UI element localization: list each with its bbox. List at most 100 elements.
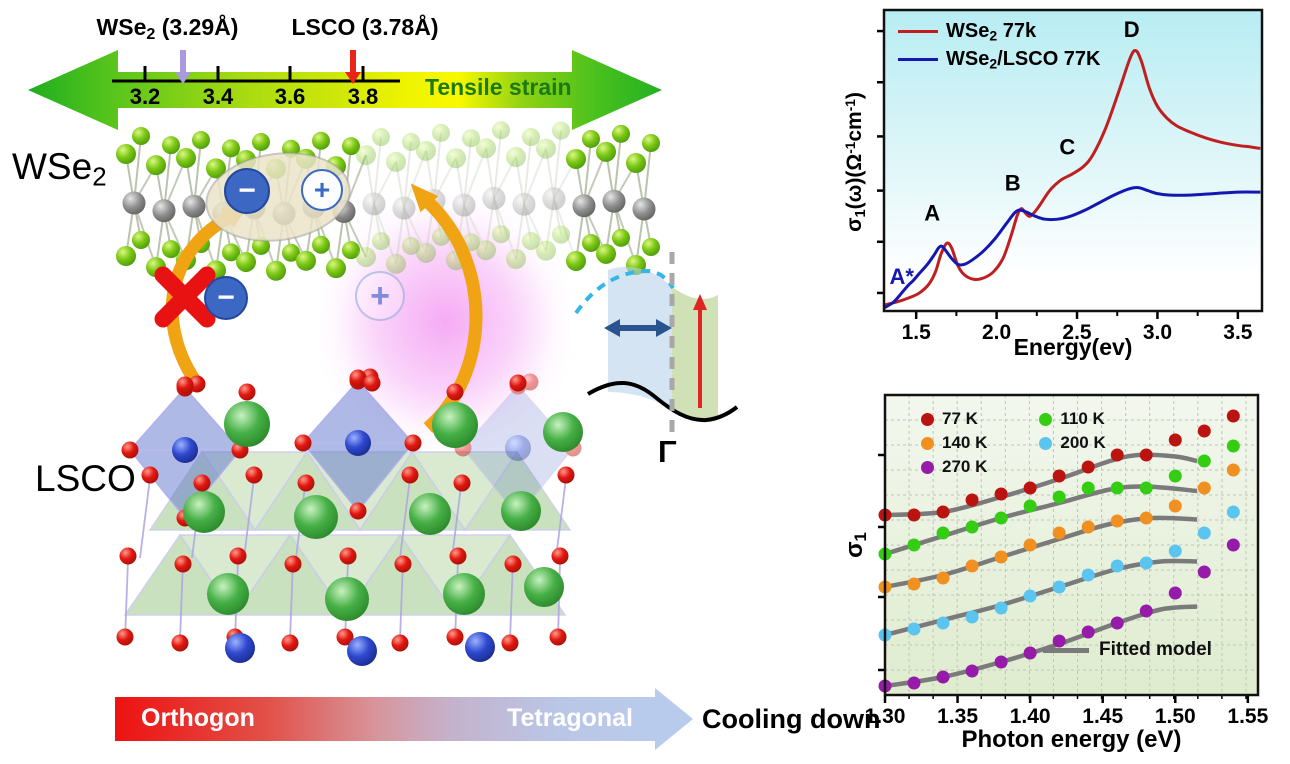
legend-line-swatch xyxy=(898,57,938,61)
sigma1-temperature-plot: 1.30 1.35 1.40 1.45 1.50 1.55 xyxy=(865,393,1269,728)
optical-transition-arrow xyxy=(693,294,707,408)
scatter-point xyxy=(1226,409,1240,423)
scatter-point xyxy=(965,493,979,507)
scatter-point xyxy=(936,670,950,684)
scatter-point xyxy=(1226,538,1240,552)
scatter-point xyxy=(936,505,950,519)
scatter-point xyxy=(1168,499,1182,513)
scatter-point xyxy=(1081,625,1095,639)
legend-item: 110 K xyxy=(1039,407,1105,431)
exciton-electron: − xyxy=(224,168,270,214)
scatter-point xyxy=(1139,448,1153,462)
wse2-layer-label: WSe2 xyxy=(12,146,107,192)
scatter-point xyxy=(907,508,921,522)
scatter-point xyxy=(1023,538,1037,552)
scatter-point xyxy=(936,526,950,540)
scatter-point xyxy=(1168,586,1182,600)
top-xtick-label: 3.5 xyxy=(1223,321,1253,344)
lsco-lattice-marker xyxy=(345,50,361,84)
scatter-point xyxy=(1023,589,1037,603)
schematic-graphics xyxy=(28,50,739,666)
legend-dot-swatch xyxy=(921,460,934,474)
optical-conductivity-plot: A A* B C D 1.5 2.0 2.5 3.0 3.5 xyxy=(877,8,1264,344)
legend-label: 110 K xyxy=(1060,409,1105,428)
legend-item: 140 K xyxy=(921,431,987,455)
scatter-point xyxy=(1110,448,1124,462)
momentum-shift-arrow xyxy=(604,319,672,337)
scatter-point xyxy=(1197,454,1211,468)
scatter-point xyxy=(1081,460,1095,474)
scatter-point xyxy=(1023,646,1037,660)
top-xtick-label: 2.5 xyxy=(1062,321,1092,344)
legend-column: 110 K 200 K xyxy=(1039,407,1106,479)
scatter-point xyxy=(965,559,979,573)
wse2-lattice-marker xyxy=(175,50,191,84)
blocked-x-icon xyxy=(154,266,216,328)
shifted-band-dashed-curve xyxy=(574,268,675,315)
bottom-xtick-label: 1.40 xyxy=(1010,705,1051,728)
scatter-point xyxy=(1168,544,1182,558)
bottom-xtick-label: 1.45 xyxy=(1082,705,1123,728)
scatter-point xyxy=(1139,556,1153,570)
fit-legend-label: Fitted model xyxy=(1099,639,1212,660)
top-chart-legend: WSe2 77k WSe2/LSCO 77K xyxy=(898,20,1101,75)
optical-conductivity-chart: A A* B C D 1.5 2.0 2.5 3.0 3.5 WSe2 77k WSe2/LSCO … xyxy=(877,8,1264,344)
scatter-point xyxy=(1139,481,1153,495)
peak-label-B: B xyxy=(1005,171,1021,196)
scatter-point xyxy=(1168,469,1182,483)
scatter-point xyxy=(1023,481,1037,495)
scatter-point xyxy=(965,610,979,624)
bottom-chart-legend: 77 K 140 K 270 K 110 K 200 K xyxy=(921,407,1106,479)
peak-label-C: C xyxy=(1059,134,1075,159)
tensile-strain-arrow xyxy=(28,50,662,130)
transferred-hole: + xyxy=(355,271,405,321)
exciton-hole: + xyxy=(301,169,343,211)
legend-dot-swatch xyxy=(1039,436,1053,450)
scatter-point xyxy=(965,520,979,534)
scatter-point xyxy=(1197,424,1211,438)
peak-label-A: A xyxy=(924,201,940,226)
scatter-series-140K xyxy=(878,463,1240,594)
tensile-strain-title: Tensile strain xyxy=(425,74,572,100)
scatter-point xyxy=(1197,565,1211,579)
top-chart-xlabel: Energy(ev) xyxy=(1013,334,1133,360)
scatter-point xyxy=(1052,526,1066,540)
legend-column: 77 K 140 K 270 K xyxy=(921,407,987,479)
legend-dot-swatch xyxy=(1039,412,1053,426)
top-xtick-label: 1.5 xyxy=(902,321,932,344)
scatter-point xyxy=(1052,490,1066,504)
bottom-xtick-label: 1.35 xyxy=(937,705,978,728)
strain-tick-3.4: 3.4 xyxy=(202,84,234,109)
scatter-point xyxy=(1081,481,1095,495)
scatter-point xyxy=(1110,559,1124,573)
curve-wse2-lsco-77k xyxy=(883,186,1261,310)
lsco-strain-label: LSCO (3.78Å) xyxy=(291,14,439,40)
scatter-point xyxy=(994,511,1008,525)
scatter-point xyxy=(1168,433,1182,447)
cooling-arrow-body: Orthogon Tetragonal xyxy=(115,697,655,741)
legend-item: 77 K xyxy=(921,407,987,431)
bottom-chart-xlabel: Photon energy (eV) xyxy=(961,726,1182,753)
bottom-xtick-label: 1.50 xyxy=(1155,705,1196,728)
scatter-series-200K xyxy=(878,505,1240,642)
scatter-point xyxy=(994,487,1008,501)
scatter-point xyxy=(936,616,950,630)
legend-dot-swatch xyxy=(921,436,934,450)
scatter-point xyxy=(1139,604,1153,618)
tetragonal-label: Tetragonal xyxy=(507,704,633,732)
scatter-point xyxy=(994,550,1008,564)
scatter-point xyxy=(1139,511,1153,525)
scatter-point xyxy=(965,664,979,678)
wse2-crystal-structure xyxy=(116,121,660,281)
scatter-point xyxy=(907,622,921,636)
scatter-point xyxy=(1081,520,1095,534)
top-chart-ylabel: σ1(ω)(Ω-1cm-1) xyxy=(843,92,869,232)
bottom-xtick-label: 1.55 xyxy=(1227,705,1268,728)
peak-label-Astar: A* xyxy=(889,264,914,289)
bottom-chart-ylabel: σ1 xyxy=(840,532,871,558)
legend-label: 270 K xyxy=(942,457,988,476)
peak-label-D: D xyxy=(1124,17,1140,42)
gamma-point-label: Γ xyxy=(658,434,677,469)
